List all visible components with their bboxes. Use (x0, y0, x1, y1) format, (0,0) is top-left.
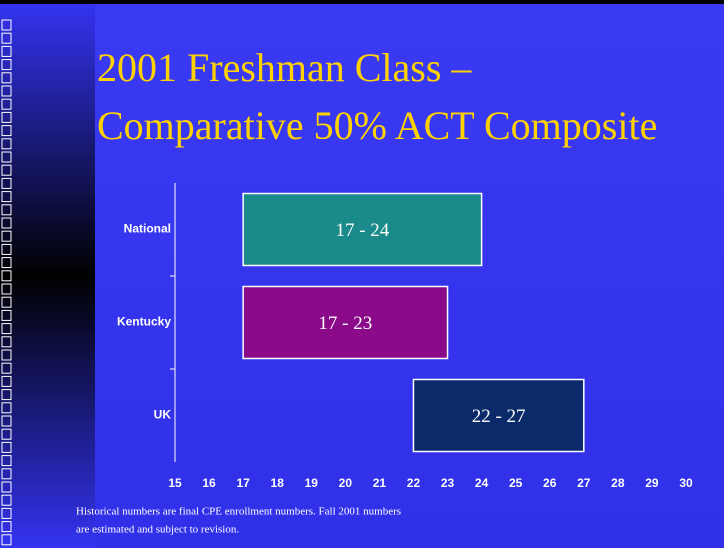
side-square (1, 217, 12, 229)
side-square (1, 85, 12, 97)
side-square (1, 494, 12, 506)
side-square (1, 389, 12, 401)
value-label: 17 - 24 (335, 220, 389, 241)
title-line: 2001 Freshman Class – (97, 45, 472, 90)
side-square (1, 415, 12, 427)
side-square (1, 296, 12, 308)
side-square (1, 455, 12, 467)
value-label: 22 - 27 (472, 406, 526, 427)
side-square (1, 138, 12, 150)
side-square (1, 428, 12, 440)
side-square (1, 204, 12, 216)
x-tick-label: 29 (645, 476, 659, 490)
side-band (0, 4, 95, 548)
side-square (1, 98, 12, 110)
side-square (1, 72, 12, 84)
side-square (1, 336, 12, 348)
value-label: 17 - 23 (318, 313, 372, 334)
side-square (1, 349, 12, 361)
side-square (1, 32, 12, 44)
side-square (1, 283, 12, 295)
side-square (1, 243, 12, 255)
side-square (1, 441, 12, 453)
side-square (1, 164, 12, 176)
side-square (1, 270, 12, 282)
side-square (1, 177, 12, 189)
x-tick-label: 19 (305, 476, 319, 490)
side-square (1, 59, 12, 71)
side-squares (1, 19, 12, 546)
x-tick-label: 25 (509, 476, 523, 490)
background (0, 4, 724, 548)
x-tick-label: 22 (407, 476, 421, 490)
category-label: National (124, 222, 171, 236)
side-square (1, 521, 12, 533)
x-tick-label: 27 (577, 476, 591, 490)
side-square (1, 375, 12, 387)
side-square (1, 151, 12, 163)
bar (242, 285, 449, 360)
x-tick-label: 23 (441, 476, 455, 490)
side-square (1, 191, 12, 203)
bar (242, 192, 483, 267)
side-square (1, 111, 12, 123)
x-tick-label: 16 (202, 476, 216, 490)
x-tick-label: 20 (339, 476, 353, 490)
x-tick-label: 28 (611, 476, 625, 490)
side-square (1, 362, 12, 374)
side-square (1, 534, 12, 546)
title-line: Comparative 50% ACT Composite (97, 103, 657, 148)
x-tick-label: 21 (373, 476, 387, 490)
side-square (1, 309, 12, 321)
side-square (1, 125, 12, 137)
side-square (1, 402, 12, 414)
side-square (1, 468, 12, 480)
side-square (1, 481, 12, 493)
x-tick-label: 18 (271, 476, 285, 490)
side-square (1, 45, 12, 57)
x-tick-label: 15 (168, 476, 182, 490)
x-tick-label: 24 (475, 476, 489, 490)
x-tick-label: 26 (543, 476, 557, 490)
x-tick-label: 17 (236, 476, 250, 490)
side-square (1, 19, 12, 31)
category-label: Kentucky (117, 315, 171, 329)
x-tick-label: 30 (679, 476, 693, 490)
footnote: are estimated and subject to revision. (76, 524, 239, 536)
bar (412, 378, 585, 453)
side-square (1, 257, 12, 269)
footnote: Historical numbers are final CPE enrollm… (76, 506, 401, 518)
side-square (1, 230, 12, 242)
side-square (1, 323, 12, 335)
category-label: UK (154, 408, 172, 422)
side-square (1, 507, 12, 519)
